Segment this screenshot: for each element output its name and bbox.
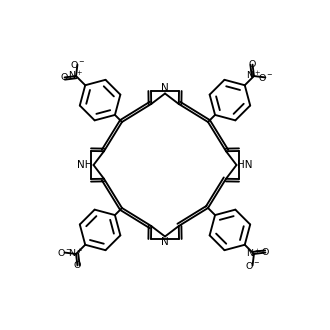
Text: O$^-$: O$^-$ [257,72,273,83]
Text: HN: HN [238,160,253,170]
Text: N$^+$: N$^+$ [68,248,84,260]
Text: O: O [61,73,68,82]
Text: O: O [249,60,256,69]
Text: N$^+$: N$^+$ [246,70,262,82]
Text: O: O [74,261,81,270]
Text: O$^-$: O$^-$ [57,247,73,258]
Text: O: O [262,248,269,257]
Text: O$^-$: O$^-$ [245,260,260,271]
Text: N$^+$: N$^+$ [246,248,262,260]
Text: NH: NH [77,160,92,170]
Text: O$^-$: O$^-$ [70,59,85,70]
Text: N$^+$: N$^+$ [68,70,84,82]
Text: N: N [161,237,169,247]
Text: N: N [161,83,169,93]
